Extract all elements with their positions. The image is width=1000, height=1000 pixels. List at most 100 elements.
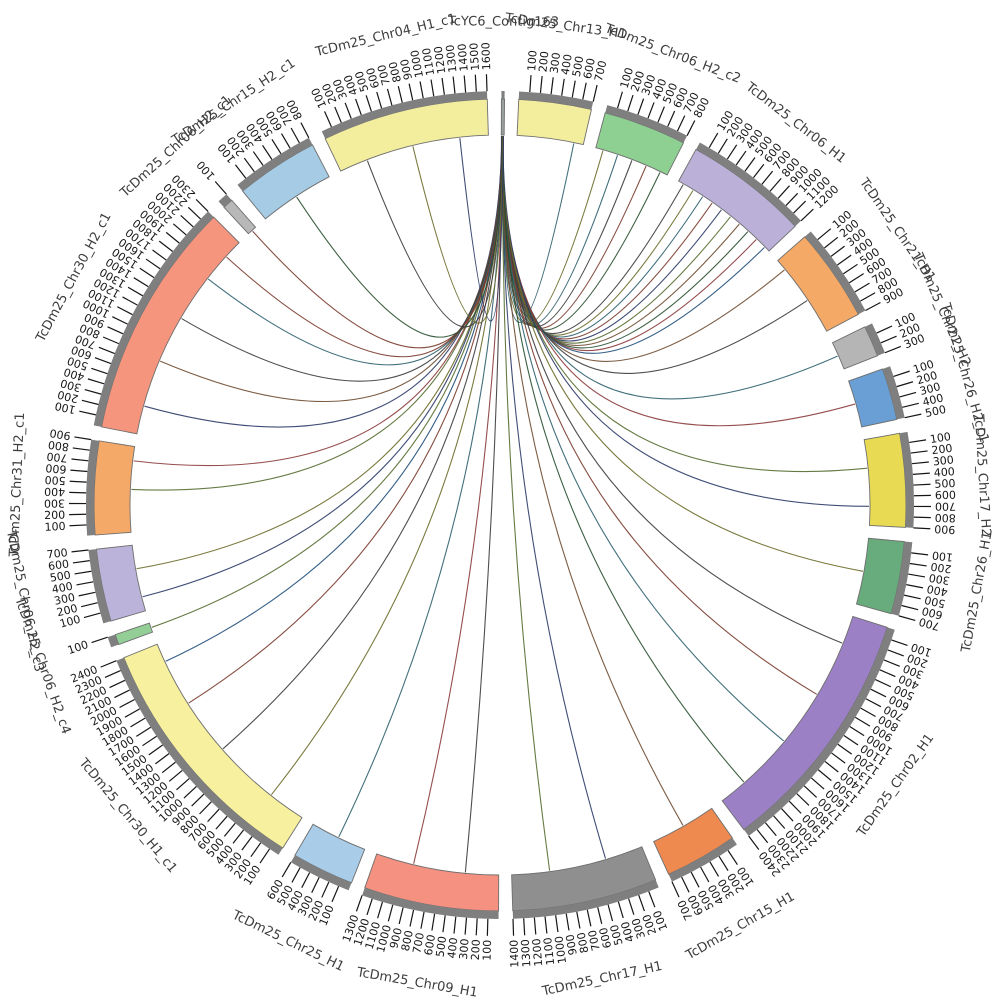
axis-tick <box>79 410 97 416</box>
tick-label: 800 <box>386 60 404 83</box>
tick-label: 100 <box>66 638 90 657</box>
tick-label: 300 <box>629 916 648 940</box>
axis-tick <box>485 74 488 92</box>
segment-band-TcDm25_Chr13_H1 <box>516 98 592 146</box>
tick-label: 300 <box>53 591 76 608</box>
segment-strip <box>518 91 594 110</box>
axis-tick <box>168 769 183 782</box>
tick-label: 500 <box>353 69 372 93</box>
tick-label: 600 <box>422 934 438 957</box>
segment-band-TcDm25_Chr26_H1 <box>855 537 905 615</box>
axis-tick <box>523 918 526 936</box>
tick-label: 900 <box>387 926 405 949</box>
axis-tick <box>109 679 126 689</box>
axis-tick <box>909 439 927 444</box>
axis-tick <box>442 915 446 933</box>
segment-band-TcDm25_Chr06_H2_c4 <box>114 622 154 646</box>
axis-tick <box>214 181 227 195</box>
segment-band-TcDm25_Chr21_H2 <box>831 326 879 370</box>
tick-label: 100 <box>44 520 66 534</box>
segment-strip <box>668 837 737 882</box>
tick-label: 800 <box>935 511 956 525</box>
tick-label: 1000 <box>408 49 426 79</box>
axis-tick <box>81 602 98 608</box>
axis-tick <box>83 612 101 619</box>
axis-tick <box>586 909 592 927</box>
axis-tick <box>408 83 414 101</box>
axis-tick <box>291 867 301 883</box>
axis-tick <box>321 881 330 898</box>
axis-tick <box>817 769 832 782</box>
tick-label: 1300 <box>519 939 534 968</box>
axis-tick <box>854 282 870 293</box>
segment-strip <box>605 105 688 143</box>
axis-tick <box>788 800 802 814</box>
tick-label: 1200 <box>530 938 545 967</box>
axis-tick <box>769 177 782 192</box>
tick-label: 200 <box>628 69 647 93</box>
axis-tick <box>119 698 135 709</box>
axis-tick <box>913 483 931 486</box>
axis-tick <box>355 98 362 116</box>
segment-strip <box>804 231 866 315</box>
tick-label: 500 <box>923 593 946 610</box>
axis-tick <box>753 163 765 179</box>
axis-tick <box>764 822 777 837</box>
axis-tick <box>628 898 635 915</box>
axis-tick <box>158 240 174 252</box>
segment-band-TcYC6_Contig163 <box>500 98 506 136</box>
segment-name-label: TcDm25_Chr26_H1 <box>959 531 996 655</box>
axis-tick <box>529 75 532 93</box>
axis-tick <box>911 552 929 556</box>
axis-tick <box>744 157 756 172</box>
axis-tick <box>898 615 916 621</box>
tick-label: 1400 <box>508 940 522 968</box>
axis-tick <box>865 301 881 312</box>
axis-tick <box>70 469 88 473</box>
tick-label: 100 <box>931 549 953 564</box>
axis-tick <box>431 913 436 931</box>
axis-tick <box>597 907 603 924</box>
axis-tick <box>430 79 435 97</box>
synteny-link <box>459 136 504 322</box>
axis-tick <box>908 573 926 578</box>
tick-label: 200 <box>469 939 483 961</box>
tick-label: 400 <box>559 53 575 76</box>
axis-tick <box>76 581 94 586</box>
axis-tick <box>463 75 467 93</box>
axis-tick <box>161 761 176 774</box>
axis-tick <box>409 909 415 927</box>
tick-label: 800 <box>399 929 416 952</box>
axis-tick <box>165 231 180 244</box>
segment-band-TcDm25_Chr15_H2_c1 <box>241 144 330 220</box>
axis-tick <box>824 236 839 249</box>
axis-tick <box>781 808 794 822</box>
axis-tick <box>830 245 845 257</box>
tick-label: 1600 <box>479 42 493 70</box>
tick-label: 300 <box>457 938 472 960</box>
tick-label: 1100 <box>420 47 437 77</box>
axis-tick <box>311 877 320 893</box>
segment-band-TcDm25_Chr17_H2 <box>863 432 907 528</box>
axis-tick <box>761 170 774 185</box>
tick-label: 400 <box>445 937 460 959</box>
axis-tick <box>142 735 157 747</box>
axis-tick <box>387 904 394 922</box>
axis-tick <box>667 110 676 127</box>
axis-tick <box>152 249 167 261</box>
axis-tick <box>717 138 728 154</box>
axis-tick <box>860 707 876 718</box>
axis-tick <box>117 306 133 316</box>
tick-label: 500 <box>924 403 947 420</box>
tick-label: 1400 <box>455 43 470 72</box>
axis-tick <box>727 850 738 866</box>
tick-label: 500 <box>608 923 626 947</box>
axis-tick <box>195 198 209 212</box>
tick-label: 800 <box>575 931 592 954</box>
axis-tick <box>232 829 245 844</box>
segment-strip <box>107 634 119 648</box>
segment-band-TcDm25_Chr02_H1 <box>721 615 888 831</box>
synteny-link <box>165 136 504 662</box>
axis-tick <box>896 381 914 388</box>
tick-label: 600 <box>47 557 70 573</box>
